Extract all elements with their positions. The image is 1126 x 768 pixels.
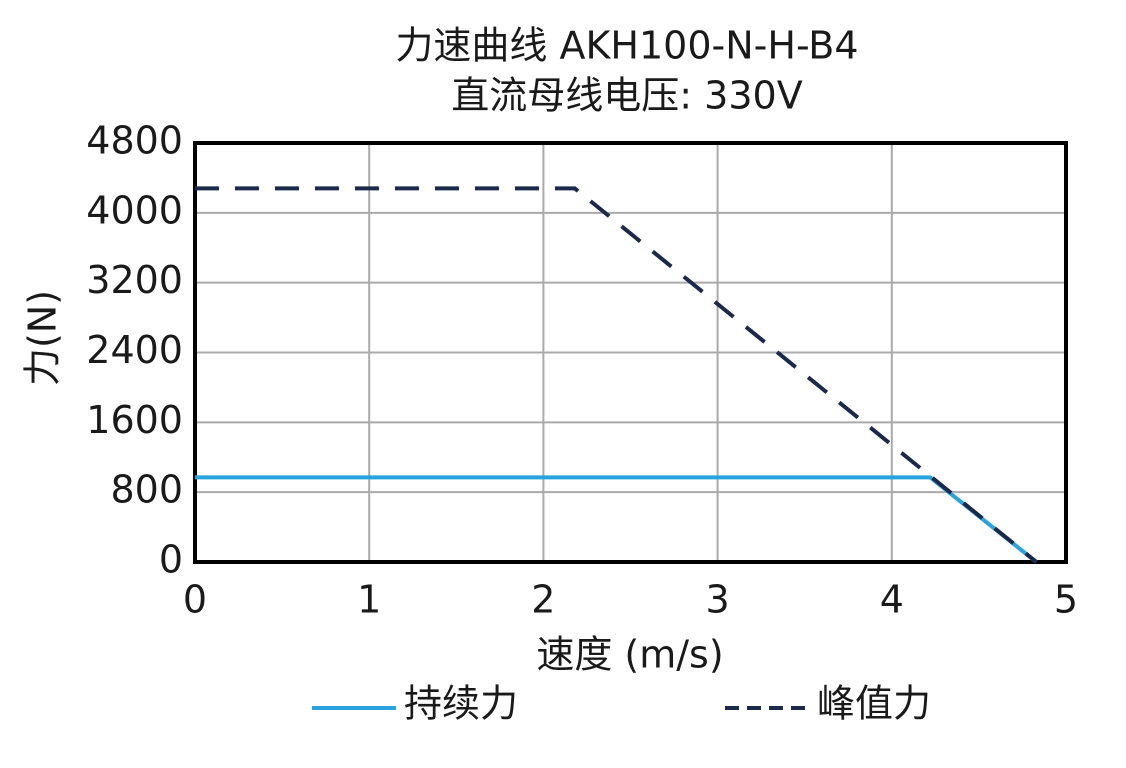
x-tick-label: 1 xyxy=(357,578,381,622)
chart-title: 力速曲线 AKH100-N-H-B4 xyxy=(395,24,858,68)
y-tick-label: 3200 xyxy=(86,258,183,302)
x-tick-label: 4 xyxy=(880,578,904,622)
x-tick-label: 2 xyxy=(531,578,555,622)
line-series xyxy=(195,475,1038,564)
y-tick-label: 4000 xyxy=(86,188,183,232)
line-series xyxy=(195,186,1038,564)
y-tick-label: 800 xyxy=(110,468,183,512)
chart-subtitle: 直流母线电压: 330V xyxy=(451,74,802,118)
y-tick-label: 4800 xyxy=(86,119,183,163)
legend-label: 峰值力 xyxy=(817,682,931,726)
x-tick-label: 0 xyxy=(183,578,207,622)
y-tick-label: 2400 xyxy=(86,328,183,372)
plot-frame xyxy=(193,141,1068,564)
y-tick-label: 1600 xyxy=(86,398,183,442)
x-axis-label: 速度 (m/s) xyxy=(536,633,723,677)
legend-label: 持续力 xyxy=(404,682,518,726)
y-tick-label: 0 xyxy=(159,538,183,582)
y-axis-label: 力(N) xyxy=(21,290,65,386)
x-tick-label: 5 xyxy=(1054,578,1078,622)
x-tick-label: 3 xyxy=(706,578,730,622)
